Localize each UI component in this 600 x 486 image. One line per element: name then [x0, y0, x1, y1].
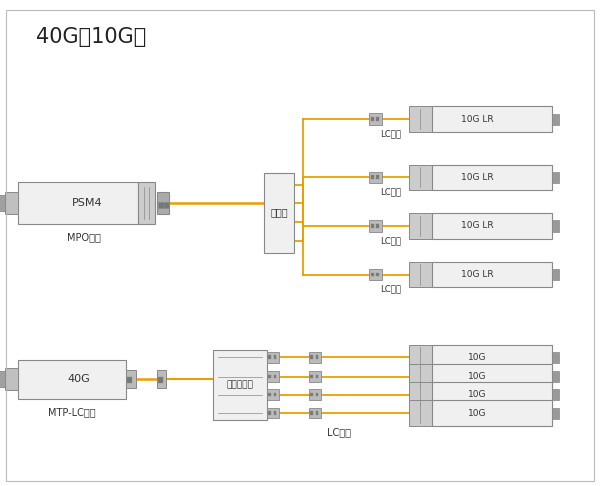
FancyBboxPatch shape: [552, 269, 559, 280]
FancyBboxPatch shape: [0, 371, 5, 387]
FancyBboxPatch shape: [371, 175, 374, 179]
FancyBboxPatch shape: [268, 375, 271, 378]
Text: 10G LR: 10G LR: [461, 173, 494, 182]
Text: 10G LR: 10G LR: [461, 115, 494, 123]
FancyBboxPatch shape: [126, 370, 136, 388]
FancyBboxPatch shape: [316, 355, 319, 359]
FancyBboxPatch shape: [376, 224, 379, 228]
Text: LC接口: LC接口: [380, 285, 401, 294]
FancyBboxPatch shape: [432, 400, 552, 426]
FancyBboxPatch shape: [552, 352, 559, 363]
FancyBboxPatch shape: [409, 106, 432, 132]
FancyBboxPatch shape: [369, 269, 382, 280]
FancyBboxPatch shape: [157, 192, 169, 214]
FancyBboxPatch shape: [409, 262, 432, 287]
FancyBboxPatch shape: [316, 411, 319, 415]
FancyBboxPatch shape: [310, 411, 313, 415]
FancyBboxPatch shape: [432, 106, 552, 132]
FancyBboxPatch shape: [552, 221, 559, 231]
FancyBboxPatch shape: [18, 182, 138, 224]
FancyBboxPatch shape: [309, 389, 321, 400]
FancyBboxPatch shape: [409, 382, 432, 407]
FancyBboxPatch shape: [432, 345, 552, 370]
Text: 10G: 10G: [469, 409, 487, 417]
FancyBboxPatch shape: [316, 375, 319, 378]
FancyBboxPatch shape: [127, 377, 132, 383]
FancyBboxPatch shape: [267, 352, 279, 363]
Text: 10G: 10G: [469, 372, 487, 381]
FancyBboxPatch shape: [552, 389, 559, 400]
FancyBboxPatch shape: [552, 114, 559, 124]
FancyBboxPatch shape: [369, 113, 382, 125]
Text: MPO接口: MPO接口: [67, 232, 101, 242]
Text: 10G LR: 10G LR: [461, 222, 494, 230]
FancyBboxPatch shape: [376, 175, 379, 179]
FancyBboxPatch shape: [268, 355, 271, 359]
FancyBboxPatch shape: [267, 389, 279, 400]
FancyBboxPatch shape: [213, 350, 267, 420]
FancyBboxPatch shape: [409, 213, 432, 239]
FancyBboxPatch shape: [158, 377, 163, 383]
FancyBboxPatch shape: [5, 191, 18, 214]
FancyBboxPatch shape: [316, 393, 319, 396]
FancyBboxPatch shape: [5, 368, 18, 390]
FancyBboxPatch shape: [264, 173, 294, 253]
FancyBboxPatch shape: [268, 411, 271, 415]
FancyBboxPatch shape: [0, 194, 5, 211]
FancyBboxPatch shape: [409, 345, 432, 370]
FancyBboxPatch shape: [371, 117, 374, 121]
FancyBboxPatch shape: [268, 393, 271, 396]
FancyBboxPatch shape: [267, 371, 279, 382]
FancyBboxPatch shape: [369, 220, 382, 232]
Text: PSM4: PSM4: [72, 198, 103, 208]
FancyBboxPatch shape: [432, 382, 552, 407]
FancyBboxPatch shape: [309, 371, 321, 382]
Text: LC跳线: LC跳线: [327, 428, 351, 437]
FancyBboxPatch shape: [409, 400, 432, 426]
FancyBboxPatch shape: [409, 364, 432, 389]
FancyBboxPatch shape: [274, 375, 277, 378]
FancyBboxPatch shape: [274, 411, 277, 415]
FancyBboxPatch shape: [310, 393, 313, 396]
FancyBboxPatch shape: [158, 202, 164, 208]
FancyBboxPatch shape: [432, 262, 552, 287]
FancyBboxPatch shape: [310, 375, 313, 378]
FancyBboxPatch shape: [267, 408, 279, 418]
Text: LC接口: LC接口: [380, 188, 401, 196]
Text: 10G: 10G: [469, 353, 487, 362]
Text: 10G: 10G: [469, 390, 487, 399]
FancyBboxPatch shape: [164, 202, 169, 208]
FancyBboxPatch shape: [309, 352, 321, 363]
FancyBboxPatch shape: [274, 355, 277, 359]
Text: 光纤配线盒: 光纤配线盒: [227, 381, 253, 390]
FancyBboxPatch shape: [432, 364, 552, 389]
FancyBboxPatch shape: [371, 224, 374, 228]
FancyBboxPatch shape: [552, 408, 559, 418]
Text: LC接口: LC接口: [380, 236, 401, 245]
FancyBboxPatch shape: [157, 370, 166, 388]
FancyBboxPatch shape: [432, 213, 552, 239]
FancyBboxPatch shape: [310, 355, 313, 359]
FancyBboxPatch shape: [552, 172, 559, 183]
FancyBboxPatch shape: [376, 117, 379, 121]
FancyBboxPatch shape: [274, 393, 277, 396]
FancyBboxPatch shape: [371, 273, 374, 277]
Text: LC接口: LC接口: [380, 129, 401, 138]
Text: 40G: 40G: [67, 374, 90, 384]
FancyBboxPatch shape: [552, 371, 559, 382]
Text: 10G LR: 10G LR: [461, 270, 494, 279]
FancyBboxPatch shape: [432, 165, 552, 190]
FancyBboxPatch shape: [409, 165, 432, 190]
Text: 40G到10G：: 40G到10G：: [36, 27, 146, 47]
FancyBboxPatch shape: [369, 172, 382, 183]
FancyBboxPatch shape: [138, 182, 155, 224]
FancyBboxPatch shape: [18, 360, 126, 399]
Text: MTP-LC跳线: MTP-LC跳线: [48, 407, 96, 417]
FancyBboxPatch shape: [309, 408, 321, 418]
Text: 分离器: 分离器: [270, 208, 288, 218]
FancyBboxPatch shape: [376, 273, 379, 277]
